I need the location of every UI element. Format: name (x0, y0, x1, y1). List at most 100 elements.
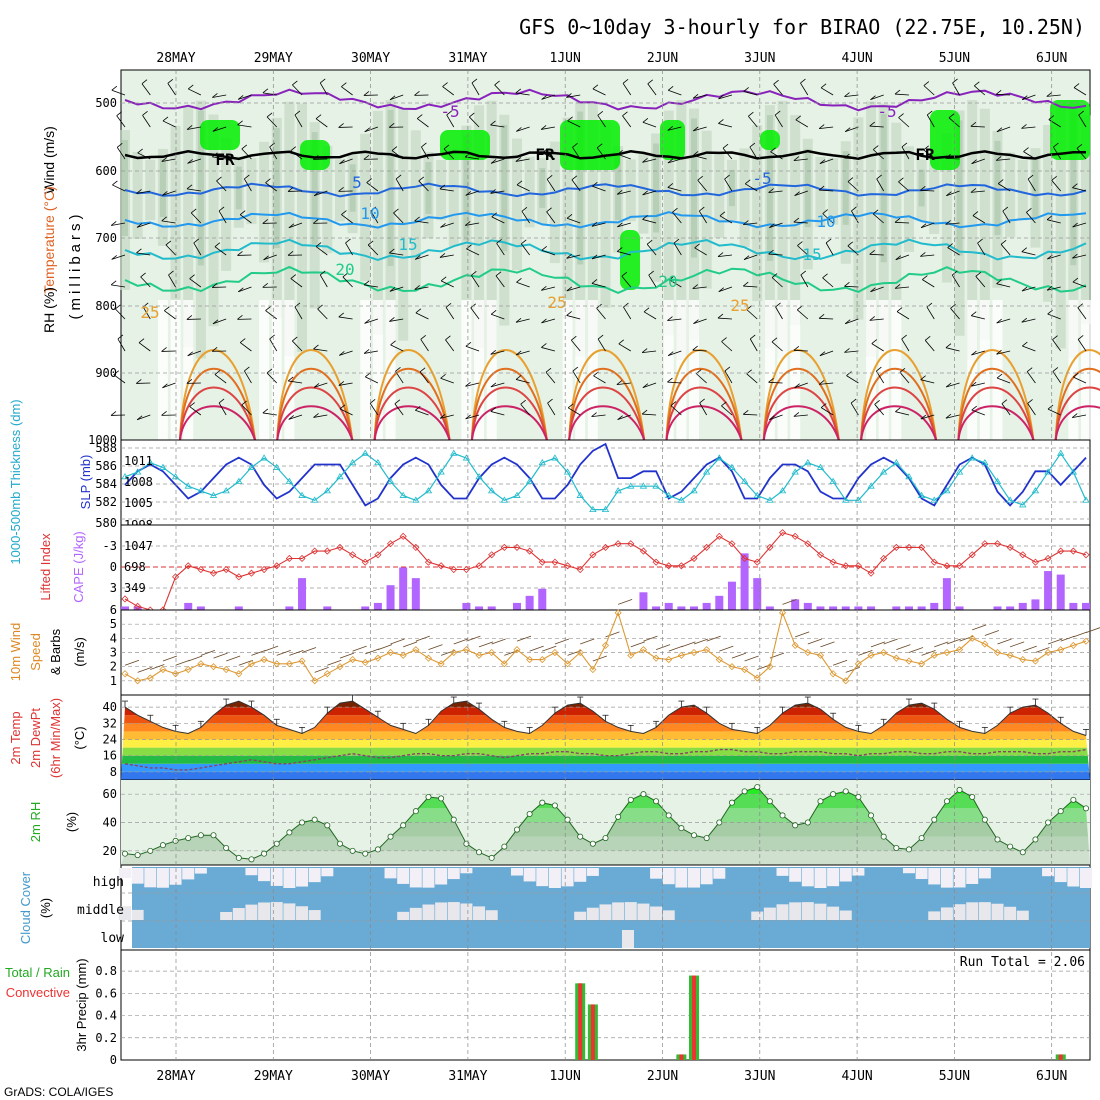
wind-barb-flag (797, 305, 803, 311)
wind-barb (419, 371, 429, 384)
wind-barb-flag (971, 350, 977, 356)
date-label-top: 31MAY (448, 51, 487, 66)
wind-barb (547, 402, 556, 416)
rh-shade (752, 125, 763, 302)
rh-high-patch (200, 120, 240, 150)
wind-barb-flag (571, 175, 578, 181)
wind-barb-flag (920, 252, 926, 257)
isotherm-label: FR (915, 145, 935, 164)
wind-barb (265, 182, 277, 192)
wind-barb-flag (189, 402, 195, 407)
surface-isotherm-loop (470, 405, 548, 441)
surface-isotherm-loop (470, 349, 548, 441)
wind-barb (977, 242, 986, 256)
rh2m-point (880, 833, 887, 840)
thickness-point (753, 491, 761, 498)
wind-barb (111, 89, 126, 96)
wind-barb-flag (363, 91, 370, 96)
wind10m-point (880, 648, 888, 657)
rh2m-point (210, 832, 217, 839)
wind-barb (1021, 126, 1036, 129)
wind-barb (869, 125, 884, 128)
wind10m-point (1031, 657, 1039, 665)
wind-barb-flag (338, 312, 345, 318)
wind-barb (1072, 222, 1087, 228)
wind-barb (566, 94, 581, 98)
rh-shade-dark (501, 124, 508, 252)
wind-barb-flag (642, 117, 649, 123)
cloud-high-gap (902, 868, 915, 874)
wind-barb-flag (793, 156, 800, 161)
wind-barb-flag (370, 206, 377, 212)
wind10m-barb (213, 652, 228, 659)
wind10m-point (450, 648, 458, 657)
wind10m-point (172, 670, 180, 678)
wind-barb-flag (241, 144, 248, 150)
surface-isotherm-loop (665, 386, 743, 441)
wind-barb (465, 190, 480, 196)
wind-barb (597, 338, 606, 352)
wind10m-barb (908, 647, 924, 653)
wind-barb (667, 187, 682, 192)
cape-bar (525, 595, 534, 610)
wind-barb-flag (567, 403, 574, 409)
wind-barb-flag (363, 349, 370, 354)
y-tick-label: 349 (124, 581, 146, 595)
wind-barb-flag (164, 306, 170, 311)
cloud-level-high: high (93, 875, 124, 890)
wind-barb-flag (869, 249, 875, 255)
wind-barb (319, 82, 328, 96)
rh-shade-dark (122, 140, 128, 236)
wind-barb (870, 94, 884, 101)
wind-barb (819, 189, 834, 192)
wind-barb (439, 188, 454, 192)
cape-bar (399, 567, 408, 610)
wind-barb (566, 286, 581, 292)
thickness-point (1006, 496, 1014, 503)
rh-shade (511, 138, 522, 271)
rh2m-point (994, 836, 1001, 843)
rh2m-point (779, 812, 786, 819)
thickness-lines (121, 442, 1090, 513)
surface-isotherm-loop (762, 405, 840, 441)
wind10m-barb (807, 638, 822, 645)
surface-isotherm-loop (568, 349, 646, 441)
thickness-point (551, 454, 559, 461)
wind-barb (363, 284, 378, 288)
rh-shade-dark (918, 169, 925, 207)
wind-barb (1021, 318, 1036, 323)
rh-shade-dark (842, 151, 849, 225)
cloud-high-gap (574, 868, 587, 882)
cloud-high-gap (586, 868, 599, 876)
wind10m-barb (820, 641, 835, 648)
wind-barb (1072, 414, 1087, 418)
rh-high-patch (760, 130, 780, 150)
wind10m-point (374, 654, 382, 662)
cloud-high-gap (852, 868, 865, 876)
isotherm-5 (124, 182, 1087, 198)
rh2m-point (387, 833, 394, 840)
isotherm-label: -5 (440, 102, 459, 121)
cloud-high-gap (270, 868, 283, 886)
precip-conv-bar (692, 975, 697, 1060)
wind-barb-flag (465, 221, 471, 226)
wind10m-point (993, 648, 1002, 657)
temp-band (121, 763, 1090, 772)
wind-barb-flag (769, 415, 775, 421)
cape-bar (803, 602, 812, 610)
wind-barb-flag (670, 401, 677, 406)
wind-barb (667, 318, 682, 321)
wind10m-barb (693, 638, 709, 645)
dry-column (372, 300, 383, 440)
wind-barb-flag (218, 206, 225, 212)
wind10m-point (930, 651, 938, 659)
wind-barb (945, 222, 960, 225)
wind-barb (366, 182, 379, 192)
wind10m-point (576, 648, 584, 657)
wind10m-barb (276, 649, 291, 656)
lifted-index-point (589, 551, 597, 559)
wind-barb-flag (946, 191, 952, 197)
wind10m-barb (605, 631, 620, 638)
wind-barb-flag (898, 113, 904, 118)
thickness-point (412, 496, 420, 503)
